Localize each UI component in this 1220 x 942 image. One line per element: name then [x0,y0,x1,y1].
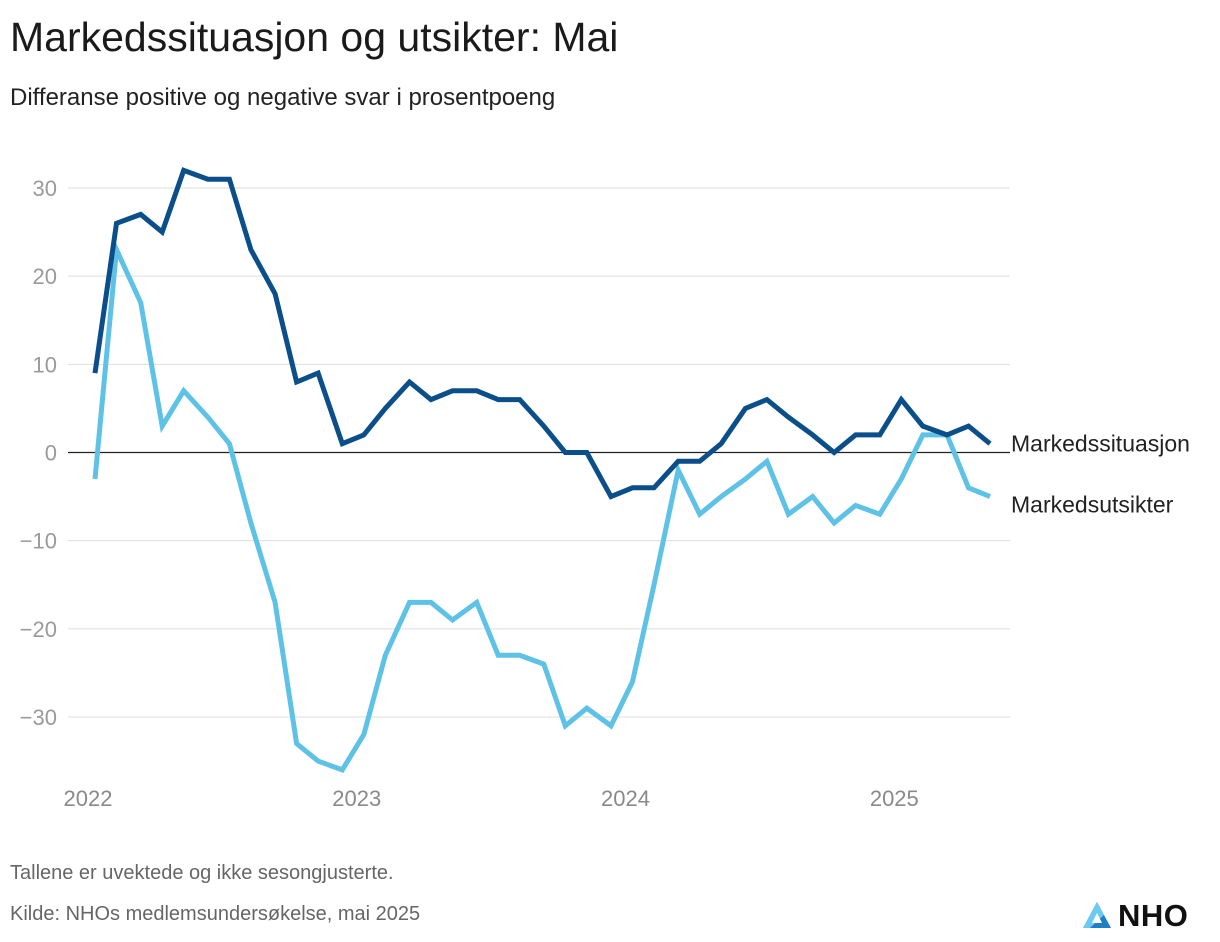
x-tick-label: 2022 [64,786,113,811]
source-note: Kilde: NHOs medlemsundersøkelse, mai 202… [10,903,421,925]
series-lines [92,167,992,773]
chart-subtitle: Differanse positive og negative svar i p… [10,84,556,111]
nho-logo: NHO [1080,896,1215,936]
y-tick-label: 30 [33,176,57,201]
y-tick-label: −10 [20,529,57,554]
y-tick-label: −20 [20,617,57,642]
x-tick-label: 2024 [601,786,650,811]
x-axis-ticks: 2022 2023 2024 2025 [64,786,919,811]
y-tick-label: 20 [33,264,57,289]
series-line-markedssituasjon [92,167,992,500]
x-tick-label: 2025 [870,786,919,811]
series-line-markedsutsikter [92,240,991,773]
line-chart: 30 20 10 0 −10 −20 −30 2022 2023 2024 2025 Marked… [20,167,1190,811]
y-tick-label: −30 [20,705,57,730]
series-label-markedsutsikter: Markedsutsikter [1011,492,1174,518]
gridlines [68,187,1010,718]
y-axis-ticks: 30 20 10 0 −10 −20 −30 [20,176,57,730]
y-tick-label: 0 [45,441,57,466]
chart-title: Markedssituasjon og utsikter: Mai [10,14,619,60]
series-labels: Markedssituasjon Markedsutsikter [1011,431,1190,518]
y-tick-label: 10 [33,352,57,377]
x-tick-label: 2023 [332,786,381,811]
footnote: Tallene er uvektede og ikke sesongjuster… [10,862,394,884]
nho-logo-icon [1083,902,1111,928]
nho-logo-text: NHO [1118,898,1189,933]
series-label-markedssituasjon: Markedssituasjon [1011,431,1190,457]
